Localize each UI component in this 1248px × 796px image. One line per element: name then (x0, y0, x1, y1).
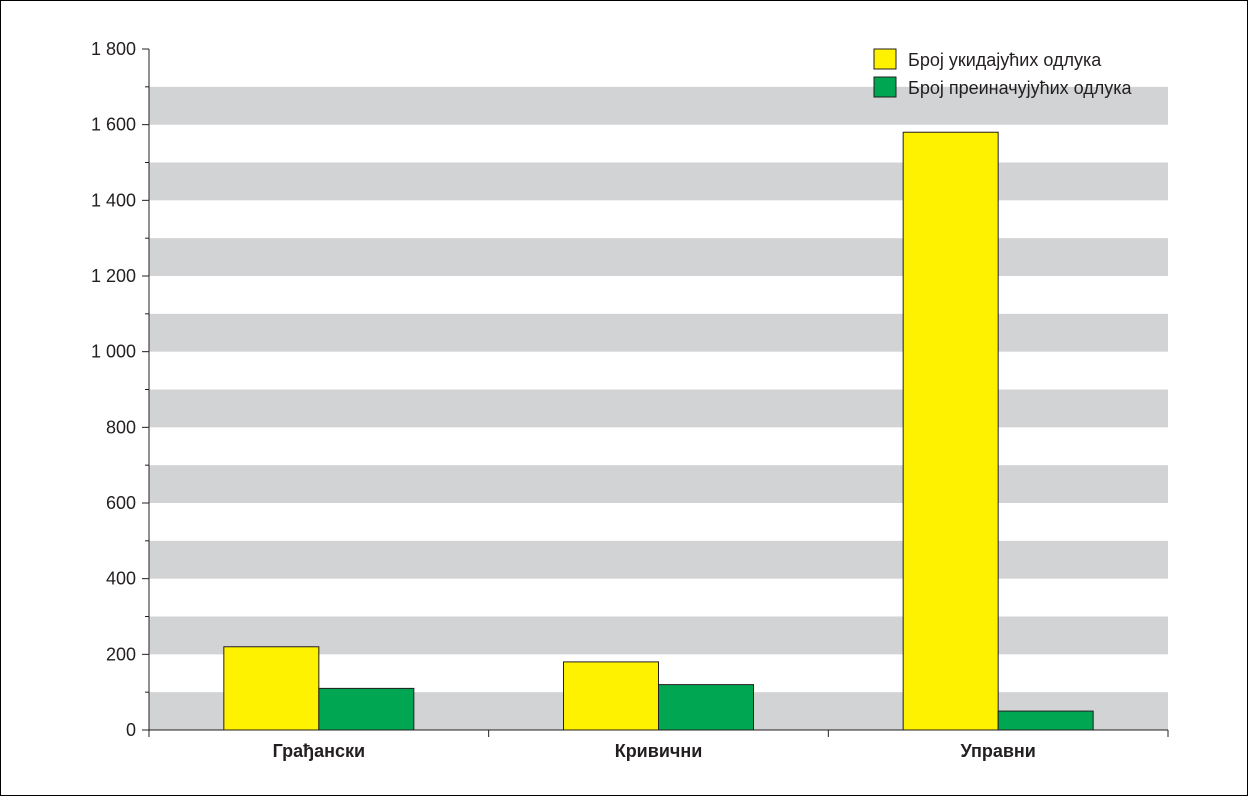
y-tick-label: 0 (126, 720, 136, 740)
bar-ukidajuce-1 (223, 646, 320, 731)
bar-preinacujuce-3 (997, 710, 1094, 731)
axes (142, 48, 1169, 737)
x-category-label: Управни (960, 741, 1035, 761)
bar-preinacujuce-2 (658, 684, 754, 731)
y-tick-label: 600 (106, 493, 136, 513)
legend-label: Број укидајућих одлука (908, 50, 1102, 70)
grid-band (149, 238, 1168, 276)
y-tick-label: 1 200 (91, 266, 136, 286)
grid-band (149, 465, 1168, 503)
y-tick-label: 800 (106, 417, 136, 437)
grid-band (149, 86, 1168, 125)
y-tick-label: 200 (106, 644, 136, 664)
y-tick-label: 1 000 (91, 342, 136, 362)
grid-bands (149, 86, 1168, 730)
bars (223, 131, 1094, 731)
x-category-label: Грађански (273, 741, 366, 761)
grid-band (149, 162, 1168, 201)
y-tick-label: 1 600 (91, 115, 136, 135)
x-axis-categories: Грађански Кривични Управни (273, 741, 1036, 761)
y-tick-label: 1 800 (91, 39, 136, 59)
grid-band (149, 389, 1168, 428)
legend: Број укидајућих одлука Број преиначујућих… (873, 48, 1133, 98)
legend-swatch (873, 48, 897, 70)
bar-ukidajuce-3 (902, 131, 999, 731)
y-axis-ticks: 0 200 400 600 800 1 000 1 200 1 400 1 600 1 800 (91, 39, 136, 740)
legend-swatch (873, 76, 897, 98)
grid-band (149, 540, 1168, 579)
bar-preinacujuce-1 (318, 687, 415, 731)
x-category-label: Кривични (615, 741, 703, 761)
y-tick-label: 1 400 (91, 190, 136, 210)
bar-ukidajuce-2 (563, 661, 659, 731)
grid-band (149, 313, 1168, 352)
y-tick-label: 400 (106, 569, 136, 589)
legend-label: Број преиначујућих одлука (908, 78, 1133, 98)
